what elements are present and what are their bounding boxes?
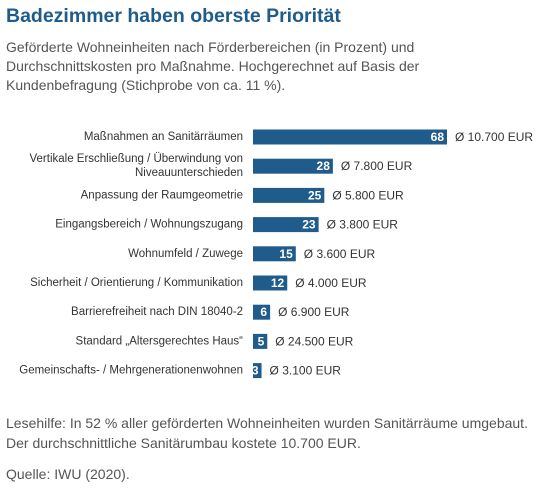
chart-title: Badezimmer haben oberste Priorität	[6, 5, 341, 27]
bar-value-label: 15	[279, 247, 293, 261]
cost-label: Ø 3.100 EUR	[270, 364, 342, 378]
bar-value-label: 6	[260, 305, 267, 319]
bar	[253, 304, 271, 320]
cost-label: Ø 7.800 EUR	[341, 159, 413, 173]
cost-label: Ø 4.000 EUR	[295, 276, 367, 290]
bar	[253, 187, 325, 203]
chart-subtitle: Geförderte Wohneinheiten nach Förderbere…	[6, 39, 420, 93]
cost-label: Ø 5.800 EUR	[332, 188, 404, 202]
category-label: Maßnahmen an Sanitärräumen	[84, 131, 243, 143]
bar	[253, 129, 447, 145]
category-label: Standard „Altersgerechtes Haus“	[76, 335, 244, 347]
category-label: Sicherheit / Orientierung / Kommunikatio…	[30, 277, 243, 289]
bar-value-label: 3	[252, 364, 259, 378]
bar	[253, 275, 288, 291]
bar-value-label: 12	[271, 276, 285, 290]
reading-aid-note: Lesehilfe: In 52 % aller geförderten Woh…	[6, 415, 528, 451]
category-label: Vertikale Erschließung / Überwindung von…	[29, 153, 243, 179]
category-label: Anpassung der Raumgeometrie	[81, 189, 243, 201]
category-label: Barrierefreiheit nach DIN 18040-2	[71, 306, 243, 318]
category-label: Eingangsbereich / Wohnungszugang	[55, 219, 243, 231]
bar-value-label: 5	[258, 334, 265, 348]
cost-label: Ø 3.600 EUR	[304, 247, 376, 261]
cost-label: Ø 10.700 EUR	[455, 130, 533, 144]
bar	[253, 363, 262, 379]
cost-label: Ø 3.800 EUR	[327, 218, 399, 232]
bar-chart: Maßnahmen an Sanitärräumen 68 Ø 10.700 EUR…	[19, 129, 533, 379]
bar-value-label: 23	[302, 218, 316, 232]
bar	[253, 246, 296, 262]
source-note: Quelle: IWU (2020).	[6, 466, 130, 482]
cost-label: Ø 24.500 EUR	[275, 334, 353, 348]
category-label: Wohnumfeld / Zuwege	[128, 248, 243, 260]
bar-value-label: 68	[431, 130, 445, 144]
bar-value-label: 25	[308, 188, 322, 202]
bar	[253, 217, 319, 233]
bar-value-label: 28	[317, 159, 331, 173]
bar	[253, 333, 268, 349]
cost-label: Ø 6.900 EUR	[278, 305, 350, 319]
category-label: Gemeinschafts- / Mehrgenerationenwohnen	[19, 365, 243, 377]
bar	[253, 158, 333, 174]
